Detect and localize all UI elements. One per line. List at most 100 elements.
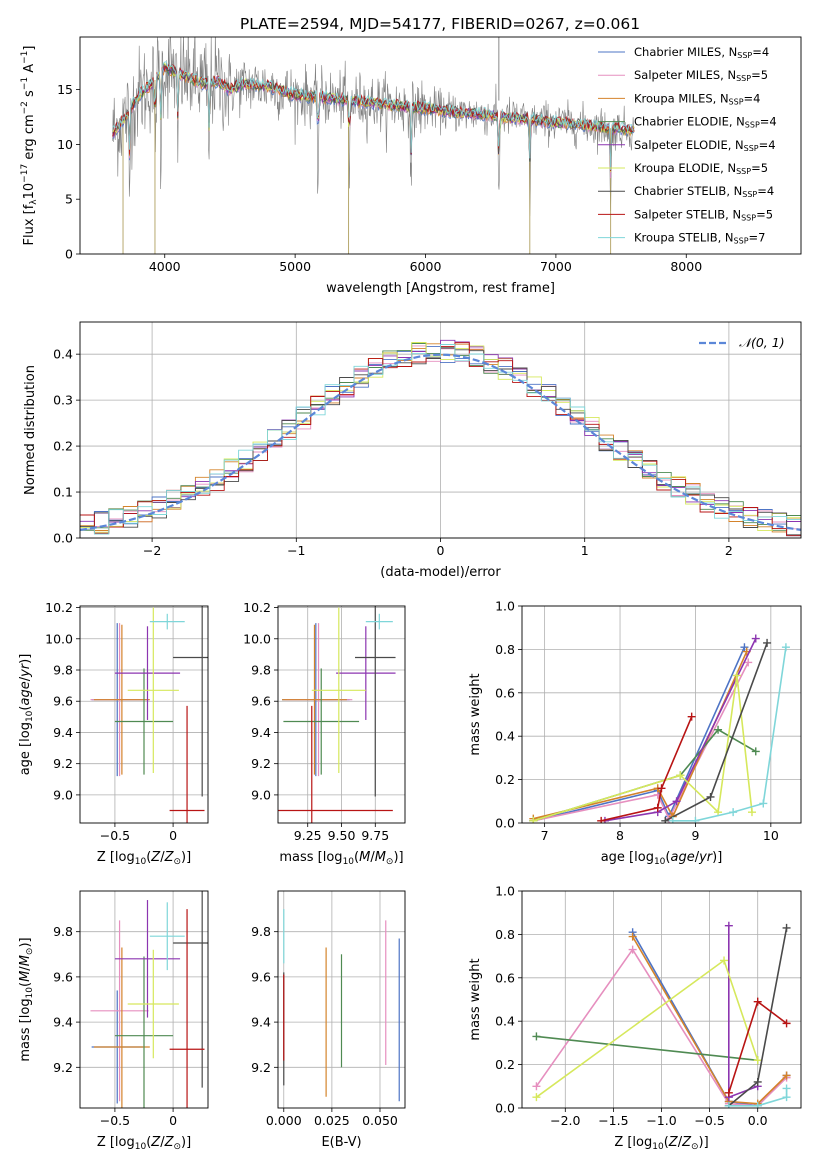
legend-entry: Chabrier MILES, NSSP=4 <box>634 45 769 60</box>
legend-label-sub: SSP <box>744 144 759 153</box>
mass-weight-marker <box>740 643 749 652</box>
errorbar-point <box>283 668 360 775</box>
y-tick-label: 15 <box>57 82 73 97</box>
legend-label-tail: =4 <box>760 115 777 129</box>
spectrum-plot <box>112 37 635 254</box>
legend-label-tail: =4 <box>752 45 769 59</box>
residuals-x-axis-label: (data-model)/error <box>380 565 501 580</box>
mass-weight-marker <box>724 921 733 930</box>
mass-weight-marker <box>529 816 538 823</box>
errorbar-point <box>114 900 181 1018</box>
mass-weight-marker <box>753 1101 762 1108</box>
y-tick-label: 9.8 <box>53 924 73 939</box>
massweight_vs_age-x-axis-label: age [log10(age/yr)] <box>601 850 723 867</box>
legend-label-main: Chabrier ELODIE, N <box>634 115 745 129</box>
y-tick-label: 5 <box>65 192 73 207</box>
y-tick-label: 10.0 <box>45 631 73 646</box>
age_vs_mass-plot <box>278 606 396 823</box>
legend-entry: 𝒩(0, 1) <box>739 335 785 350</box>
mass-weight-marker <box>744 658 753 667</box>
errorbar-point <box>282 624 347 775</box>
y-tick-label: 9.2 <box>53 1060 73 1075</box>
y-tick-label: 0.2 <box>495 772 515 787</box>
errorbar-point <box>127 607 179 774</box>
errorbar-point <box>173 891 208 1088</box>
legend-label-tail: =7 <box>749 231 766 245</box>
legend-entry: Chabrier STELIB, NSSP=4 <box>634 184 774 199</box>
x-tick-label: 8 <box>616 828 624 843</box>
legend-label-main: Chabrier STELIB, N <box>634 184 742 198</box>
y-tick-label: 9.4 <box>251 1015 271 1030</box>
errorbar-point <box>336 626 396 720</box>
mass-weight-marker <box>782 1019 791 1028</box>
x-tick-label: 1 <box>581 543 589 558</box>
mass-weight-line-9 <box>728 1088 788 1107</box>
age_vs_Z-y-axis-label: age [log10(age/yr)] <box>18 654 35 776</box>
y-tick-label: 0.2 <box>495 1057 515 1072</box>
mass-weight-marker <box>782 1071 791 1080</box>
x-tick-label: 9.25 <box>294 828 322 843</box>
y-tick-label: 0.6 <box>495 970 515 985</box>
legend-label-sub: SSP <box>734 237 749 246</box>
legend-label-main: Salpeter MILES, N <box>634 68 736 82</box>
y-tick-label: 9.6 <box>53 694 73 709</box>
x-tick-label: −0.5 <box>100 828 130 843</box>
x-tick-label: 7000 <box>540 259 572 274</box>
y-tick-label: 10.2 <box>243 600 271 615</box>
mass-weight-marker <box>753 997 762 1006</box>
legend-label-sub: SSP <box>729 97 744 106</box>
errorbar-point <box>114 668 174 775</box>
legend-label-tail: =5 <box>751 161 768 175</box>
x-tick-label: 0 <box>169 828 177 843</box>
legend-label-sub: SSP <box>736 74 751 83</box>
mass-weight-marker <box>729 808 738 817</box>
age_vs_Z-plot <box>90 606 208 823</box>
mass-weight-marker <box>628 932 637 941</box>
x-tick-label: 5000 <box>279 259 311 274</box>
spectrum-x-axis-label: wavelength [Angstrom, rest frame] <box>326 281 555 296</box>
x-tick-label: −2.0 <box>550 1113 580 1128</box>
mass-weight-marker <box>714 725 723 734</box>
errorbar-point <box>149 613 185 630</box>
errorbar-point <box>169 909 205 1108</box>
y-tick-label: 9.4 <box>53 1015 73 1030</box>
residuals-frame <box>79 321 802 539</box>
legend-entry: Kroupa STELIB, NSSP=7 <box>634 231 765 246</box>
mass-weight-marker <box>753 1056 762 1065</box>
y-tick-label: 9.2 <box>53 756 73 771</box>
y-tick-label: 9.6 <box>251 969 271 984</box>
errorbar-point <box>278 705 393 823</box>
y-tick-label: 9.4 <box>251 725 271 740</box>
y-tick-label: 9.8 <box>251 924 271 939</box>
massweight_vs_Z-y-axis-label: mass weight <box>468 958 483 1040</box>
mass-weight-line-5 <box>727 925 758 1099</box>
mass-weight-marker <box>661 816 670 823</box>
mass-weight-marker <box>691 816 700 823</box>
mass-weight-marker <box>706 792 715 801</box>
y-tick-label: 0.6 <box>495 685 515 700</box>
errorbar-point <box>127 949 179 1059</box>
legend-label-tail: =4 <box>757 184 774 198</box>
x-tick-label: −1.5 <box>598 1113 628 1128</box>
y-tick-label: 0.2 <box>53 439 73 454</box>
mass-weight-marker <box>732 671 741 680</box>
x-tick-label: 0.025 <box>314 1113 350 1128</box>
legend-entry: Kroupa ELODIE, NSSP=5 <box>634 161 768 176</box>
errorbar-point <box>90 920 149 1102</box>
age_vs_Z-frame <box>79 605 209 824</box>
x-tick-label: −1 <box>287 543 305 558</box>
x-tick-label: −1.0 <box>646 1113 676 1128</box>
mass-vs-ebv-x-axis-label: E(B-V) <box>321 1135 361 1150</box>
spectrum-frame <box>79 36 802 255</box>
model-spectrum-9 <box>112 61 635 171</box>
legend-entry: Chabrier ELODIE, NSSP=4 <box>634 115 777 130</box>
x-tick-label: 0 <box>437 543 445 558</box>
age-vs-z-x-axis-label: Z [log10(Z/Z⊙)] <box>97 850 191 867</box>
x-tick-label: 2 <box>725 543 733 558</box>
y-tick-label: 0.4 <box>495 1014 515 1029</box>
legend-label-sub: SSP <box>737 51 752 60</box>
massweight_vs_Z-x-axis-label: Z [log10(Z/Z⊙)] <box>614 1135 708 1152</box>
legend-label-main: Kroupa ELODIE, N <box>634 161 736 175</box>
y-tick-label: 9.2 <box>251 756 271 771</box>
